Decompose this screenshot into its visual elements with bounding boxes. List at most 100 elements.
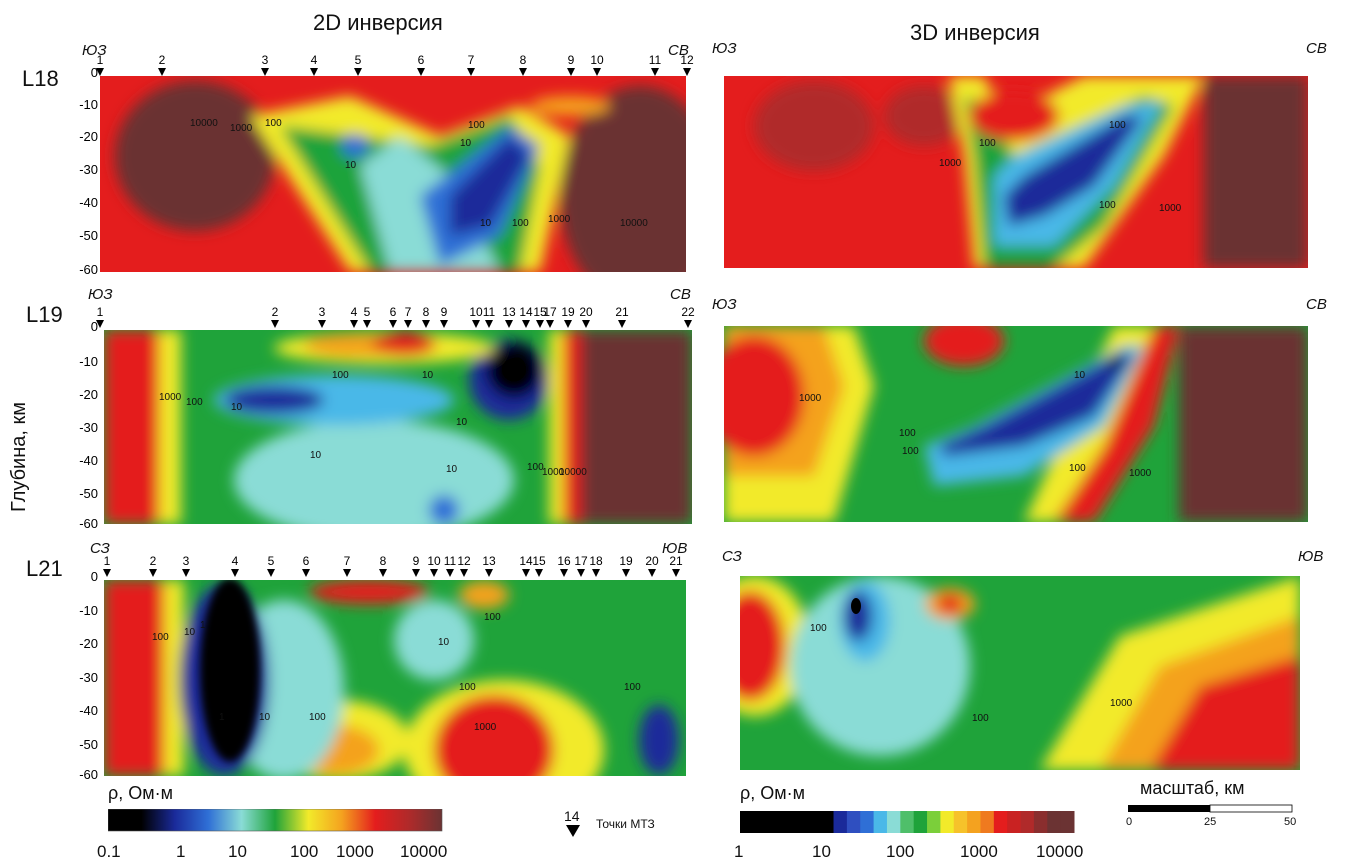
station-label: 6 [303, 554, 310, 568]
station-label: 21 [669, 554, 683, 568]
station-marker-icon [103, 569, 111, 577]
station-marker-icon [560, 569, 568, 577]
l19-3d-section: 1000 100 100 10 100 1000 [724, 326, 1308, 522]
svg-text:100: 100 [810, 623, 827, 634]
colorbar-step [1060, 811, 1075, 833]
station-marker-icon [149, 569, 157, 577]
station-label: 10 [590, 53, 604, 67]
station-marker-icon [417, 68, 425, 76]
colorbar-step [900, 811, 915, 833]
scale-bar [1128, 804, 1293, 813]
station-label: 11 [483, 305, 496, 319]
tick-40: -40 [79, 195, 98, 210]
colorbar-step [993, 811, 1008, 833]
station-label: 3 [262, 53, 269, 67]
colorbar-step [806, 811, 821, 833]
station-marker-icon [535, 569, 543, 577]
station-label: 17 [543, 305, 557, 319]
station-marker-icon [505, 320, 513, 328]
svg-text:-30: -30 [79, 670, 98, 685]
l18-2d-c8: 100 [512, 218, 529, 229]
station-marker-icon [412, 569, 420, 577]
svg-text:1000: 1000 [159, 392, 182, 403]
l18-3d-c5: 1000 [1159, 203, 1182, 214]
station-label: 17 [574, 554, 588, 568]
colorbar-step [913, 811, 928, 833]
station-marker-icon [182, 569, 190, 577]
l18-dir-right: СВ [668, 42, 689, 59]
svg-text:100: 100 [309, 712, 326, 723]
station-marker-icon [536, 320, 544, 328]
station-label: 9 [568, 53, 575, 67]
station-marker-icon [231, 569, 239, 577]
l18-3d-dir-right: СВ [1306, 40, 1327, 57]
colorbar-step [820, 811, 835, 833]
svg-text:1000: 1000 [799, 393, 822, 404]
svg-text:100: 100 [152, 632, 169, 643]
l18-2d-c3: 100 [265, 118, 282, 129]
svg-text:1000: 1000 [1110, 698, 1133, 709]
station-marker-icon [546, 320, 554, 328]
svg-text:100: 100 [186, 397, 203, 408]
station-label: 7 [468, 53, 475, 67]
station-marker-icon [683, 68, 691, 76]
legend-2d-title: ρ, Ом·м [108, 783, 173, 803]
colorbar-step [953, 811, 968, 833]
station-label: 2 [150, 554, 157, 568]
l18-2d-c7: 10 [480, 218, 492, 229]
l19-dir-right: СВ [670, 286, 691, 303]
station-label: 4 [351, 305, 358, 319]
l18-depth-ticks: 0 -10 -20 -30 -40 -50 -60 [79, 68, 98, 277]
station-label: 2 [272, 305, 279, 319]
station-label: 7 [344, 554, 351, 568]
legend-2d-tick-3: 100 [290, 842, 319, 861]
station-label: 8 [423, 305, 430, 319]
station-marker-icon [582, 320, 590, 328]
station-label: 8 [520, 53, 527, 67]
svg-text:-10: -10 [79, 354, 98, 369]
l21-depth-ticks: 0 -10 -20 -30 -40 -50 -60 [79, 569, 98, 782]
colorbar-step [1020, 811, 1035, 833]
l18-2d-section: 10000 1000 100 100 10 10 10 100 1000 100… [100, 76, 686, 272]
station-marker-icon [267, 569, 275, 577]
station-marker-icon [363, 320, 371, 328]
legend-3d-tick-4: 10000 [1036, 842, 1084, 861]
l18-3d-dir-left: ЮЗ [712, 40, 737, 57]
legend-3d-title: ρ, Ом·м [740, 783, 805, 803]
l21-3d-section: 100 100 1000 [740, 576, 1300, 770]
colorbar-step [860, 811, 875, 833]
station-label: 8 [380, 554, 387, 568]
station-marker-icon [271, 320, 279, 328]
l18-3d-section: 1000 100 100 100 1000 [724, 76, 1308, 268]
station-label: 6 [418, 53, 425, 67]
station-label: 5 [355, 53, 362, 67]
svg-text:10: 10 [446, 464, 458, 475]
l21-2d-section: 100 10 1 10 100 10 100 100 1000 1 100 [104, 580, 686, 776]
svg-text:1000: 1000 [474, 722, 497, 733]
tick-20: -20 [79, 129, 98, 144]
station-marker-icon [592, 569, 600, 577]
svg-text:1000: 1000 [542, 467, 565, 478]
svg-text:10: 10 [310, 450, 322, 461]
colorbar-step [927, 811, 941, 833]
legend-3d-tick-0: 1 [734, 842, 744, 861]
station-label: 12 [680, 53, 694, 67]
station-marker-icon [389, 320, 397, 328]
station-marker-icon [472, 320, 480, 328]
svg-text:-40: -40 [79, 453, 98, 468]
colorbar-step [833, 811, 848, 833]
svg-text:-60: -60 [79, 767, 98, 782]
colorbar-step [967, 811, 981, 833]
station-label: 5 [364, 305, 371, 319]
station-marker-icon [577, 569, 585, 577]
tick-0: 0 [91, 68, 98, 80]
svg-text:10: 10 [231, 402, 243, 413]
station-marker-icon [343, 569, 351, 577]
station-label: 10 [427, 554, 441, 568]
station-marker-icon [404, 320, 412, 328]
l18-2d-c6: 10 [345, 160, 357, 171]
svg-text:10: 10 [422, 370, 434, 381]
station-label: 13 [482, 554, 496, 568]
legend-2d-tick-1: 1 [176, 842, 186, 861]
station-marker-icon [430, 569, 438, 577]
